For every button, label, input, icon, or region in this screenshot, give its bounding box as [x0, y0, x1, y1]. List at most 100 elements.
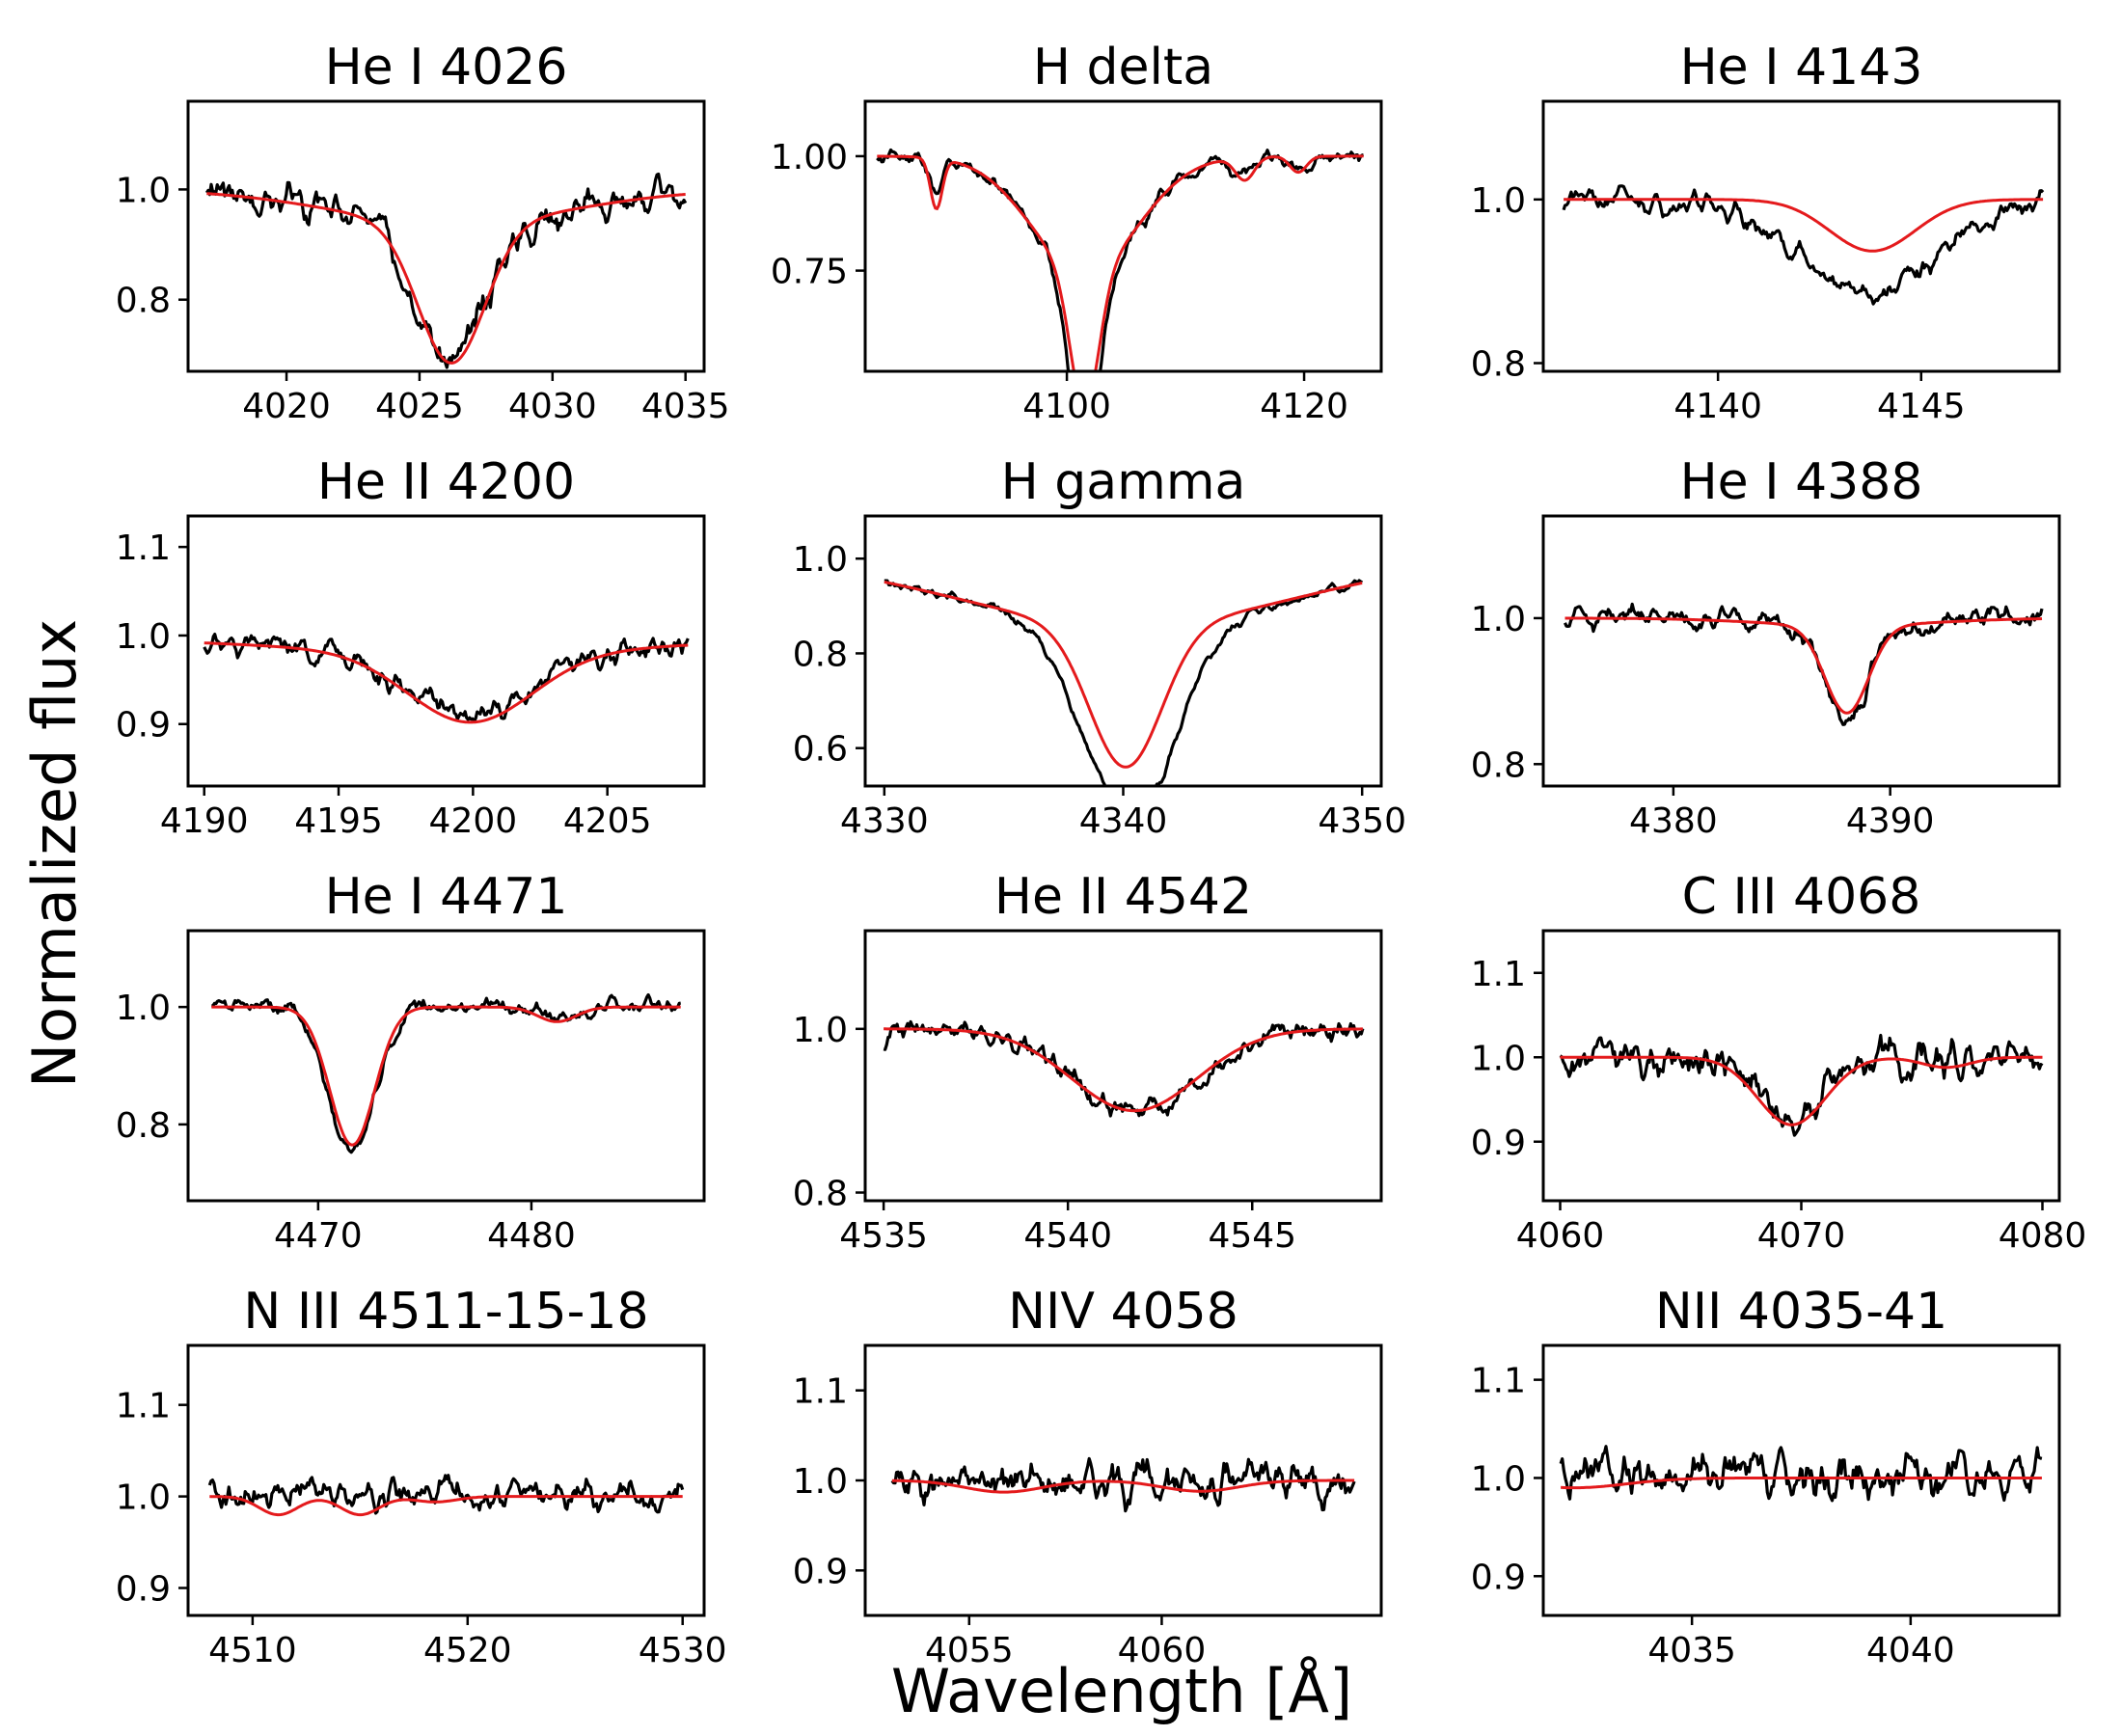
- panel-he-i-4471-frame: [186, 929, 706, 1203]
- panel-niv-4058-title: NIV 4058: [1008, 1283, 1238, 1341]
- panel-he-i-4471-title: He I 4471: [325, 868, 568, 926]
- panel-n-iii-4511-15-18-xtick-label: 4520: [423, 1631, 512, 1670]
- panel-he-ii-4542-xtick-label: 4540: [1023, 1216, 1112, 1256]
- panel-c-iii-4068-title: C III 4068: [1682, 868, 1921, 926]
- panel-c-iii-4068-model-line: [1560, 1055, 2043, 1126]
- panel-c-iii-4068: C III 4068 4060 4070 4080 0.9 1.0 1.1: [1471, 868, 2087, 1256]
- panel-he-i-4026-model-line: [206, 192, 686, 365]
- panel-niv-4058-ytick-label: 1.1: [793, 1372, 848, 1412]
- panel-he-i-4388-xtick-label: 4390: [1846, 801, 1935, 841]
- panel-he-ii-4200-xtick-label: 4190: [160, 801, 249, 841]
- panel-h-delta-ytick-label: 1.00: [771, 138, 848, 177]
- panel-h-delta-frame: [863, 99, 1383, 373]
- panel-niv-4058-model-line: [891, 1478, 1355, 1494]
- panel-c-iii-4068-xtick-label: 4060: [1516, 1216, 1605, 1256]
- panel-n-iii-4511-15-18: N III 4511-15-18 4510 4520 4530 0.9 1.0 1.1: [116, 1283, 727, 1670]
- panel-h-gamma-title: H gamma: [1001, 453, 1246, 511]
- panel-h-gamma-xtick-label: 4340: [1079, 801, 1168, 841]
- panel-he-ii-4542-ytick-label: 0.8: [793, 1175, 848, 1214]
- panel-he-i-4143-xtick-label: 4140: [1673, 387, 1762, 426]
- panel-h-gamma-ytick-label: 0.8: [793, 635, 848, 674]
- panel-n-iii-4511-15-18-ytick-label: 0.9: [116, 1570, 171, 1610]
- panel-h-delta-xtick-label: 4120: [1260, 387, 1348, 426]
- panel-n-iii-4511-15-18-model-line: [209, 1495, 683, 1517]
- panel-nii-4035-41-xtick-label: 4040: [1866, 1631, 1955, 1670]
- panel-nii-4035-41: NII 4035-41 4035 4040 0.9 1.0 1.1: [1471, 1283, 2061, 1670]
- panel-c-iii-4068-ytick-label: 1.1: [1471, 955, 1526, 994]
- panel-he-i-4026-xtick-label: 4025: [375, 387, 464, 426]
- panel-he-ii-4200-ytick-label: 1.0: [116, 617, 171, 657]
- panel-niv-4058-ytick-label: 1.0: [793, 1462, 848, 1502]
- panel-he-i-4471-ytick-label: 1.0: [116, 989, 171, 1028]
- panel-n-iii-4511-15-18-ytick-label: 1.0: [116, 1478, 171, 1518]
- panel-he-ii-4542-xtick-label: 4535: [839, 1216, 928, 1256]
- panel-he-i-4026-xtick-label: 4020: [242, 387, 331, 426]
- panel-he-i-4143-observed-line: [1562, 184, 2045, 306]
- panel-n-iii-4511-15-18-title: N III 4511-15-18: [243, 1283, 648, 1341]
- panel-he-ii-4200-observed-line: [203, 632, 690, 723]
- panel-c-iii-4068-xtick-label: 4080: [1999, 1216, 2087, 1256]
- panel-he-ii-4542-ytick-label: 1.0: [793, 1011, 848, 1050]
- panel-he-i-4026-observed-line: [204, 172, 688, 369]
- panel-c-iii-4068-ytick-label: 1.0: [1471, 1039, 1526, 1078]
- y-axis-label: Normalized flux: [19, 619, 90, 1088]
- panel-nii-4035-41-xtick-label: 4035: [1647, 1631, 1736, 1670]
- panel-he-i-4471-xtick-label: 4480: [487, 1216, 576, 1256]
- panel-nii-4035-41-ytick-label: 1.0: [1471, 1459, 1526, 1499]
- panel-he-ii-4200-model-line: [204, 641, 689, 724]
- panel-h-gamma: H gamma 4330 4340 4350 0.6 0.8 1.0: [793, 453, 1406, 841]
- x-axis-label: Wavelength [Å]: [891, 1656, 1352, 1726]
- panel-nii-4035-41-ytick-label: 1.1: [1471, 1362, 1526, 1401]
- panel-he-ii-4542: He II 4542 4535 4540 4545 0.8 1.0: [793, 868, 1383, 1256]
- panel-he-i-4143-model-line: [1564, 198, 2044, 253]
- panel-he-i-4388-frame: [1541, 514, 2061, 788]
- panel-nii-4035-41-model-line: [1561, 1477, 2042, 1490]
- panel-h-delta: H delta 4100 4120 0.75 1.00: [771, 39, 1383, 426]
- panel-he-i-4388-model-line: [1564, 616, 2043, 715]
- panel-he-ii-4200-xtick-label: 4205: [563, 801, 652, 841]
- panel-h-gamma-xtick-label: 4330: [840, 801, 929, 841]
- panel-he-ii-4200: He II 4200 4190 4195 4200 4205 0.9 1.0 1.1: [116, 453, 706, 841]
- panel-he-i-4388-ytick-label: 0.8: [1471, 746, 1526, 785]
- panel-he-i-4388-ytick-label: 1.0: [1471, 600, 1526, 639]
- panel-he-ii-4200-xtick-label: 4200: [429, 801, 518, 841]
- panel-he-ii-4542-title: He II 4542: [994, 868, 1252, 926]
- panel-he-i-4471-ytick-label: 0.8: [116, 1106, 171, 1146]
- panel-c-iii-4068-xtick-label: 4070: [1757, 1216, 1846, 1256]
- panel-he-i-4143: He I 4143 4140 4145 0.8 1.0: [1471, 39, 2061, 426]
- panel-nii-4035-41-title: NII 4035-41: [1655, 1283, 1947, 1341]
- panels: He I 4026 4020 4025 4030 4035 0.8 1.0 H delta 41…: [116, 39, 2087, 1670]
- panel-h-delta-ytick-label: 0.75: [771, 253, 848, 292]
- panel-c-iii-4068-ytick-label: 0.9: [1471, 1124, 1526, 1163]
- panel-he-ii-4542-xtick-label: 4545: [1208, 1216, 1296, 1256]
- panel-he-ii-4200-frame: [186, 514, 706, 788]
- panel-nii-4035-41-observed-line: [1559, 1445, 2043, 1503]
- panel-he-i-4026-title: He I 4026: [325, 39, 568, 96]
- panel-he-i-4026-ytick-label: 0.8: [116, 282, 171, 321]
- panel-niv-4058-ytick-label: 0.9: [793, 1552, 848, 1591]
- panel-he-i-4143-ytick-label: 0.8: [1471, 345, 1526, 385]
- panel-he-i-4026-ytick-label: 1.0: [116, 171, 171, 210]
- panel-he-ii-4200-title: He II 4200: [317, 453, 575, 511]
- panel-he-i-4143-frame: [1541, 99, 2061, 373]
- panel-he-i-4388: He I 4388 4380 4390 0.8 1.0: [1471, 453, 2061, 841]
- panel-he-i-4388-xtick-label: 4380: [1629, 801, 1718, 841]
- panel-niv-4058: NIV 4058 4055 4060 0.9 1.0 1.1: [793, 1283, 1383, 1670]
- panel-he-ii-4200-ytick-label: 1.1: [116, 529, 171, 568]
- panel-h-gamma-ytick-label: 1.0: [793, 540, 848, 580]
- panel-he-i-4143-title: He I 4143: [1680, 39, 1923, 96]
- panel-n-iii-4511-15-18-xtick-label: 4530: [639, 1631, 727, 1670]
- panel-he-ii-4200-xtick-label: 4195: [294, 801, 383, 841]
- panel-niv-4058-xtick-label: 4055: [925, 1631, 1014, 1670]
- panel-h-delta-xtick-label: 4100: [1022, 387, 1111, 426]
- panel-nii-4035-41-frame: [1541, 1343, 2061, 1617]
- panel-he-i-4026-xtick-label: 4030: [508, 387, 597, 426]
- panel-h-gamma-model-line: [884, 581, 1363, 769]
- panel-he-ii-4542-frame: [863, 929, 1383, 1203]
- panel-he-i-4026: He I 4026 4020 4025 4030 4035 0.8 1.0: [116, 39, 730, 426]
- panel-n-iii-4511-15-18-xtick-label: 4510: [208, 1631, 297, 1670]
- panel-he-i-4143-xtick-label: 4145: [1877, 387, 1966, 426]
- panel-niv-4058-observed-line: [890, 1456, 1356, 1513]
- panel-he-i-4388-title: He I 4388: [1680, 453, 1923, 511]
